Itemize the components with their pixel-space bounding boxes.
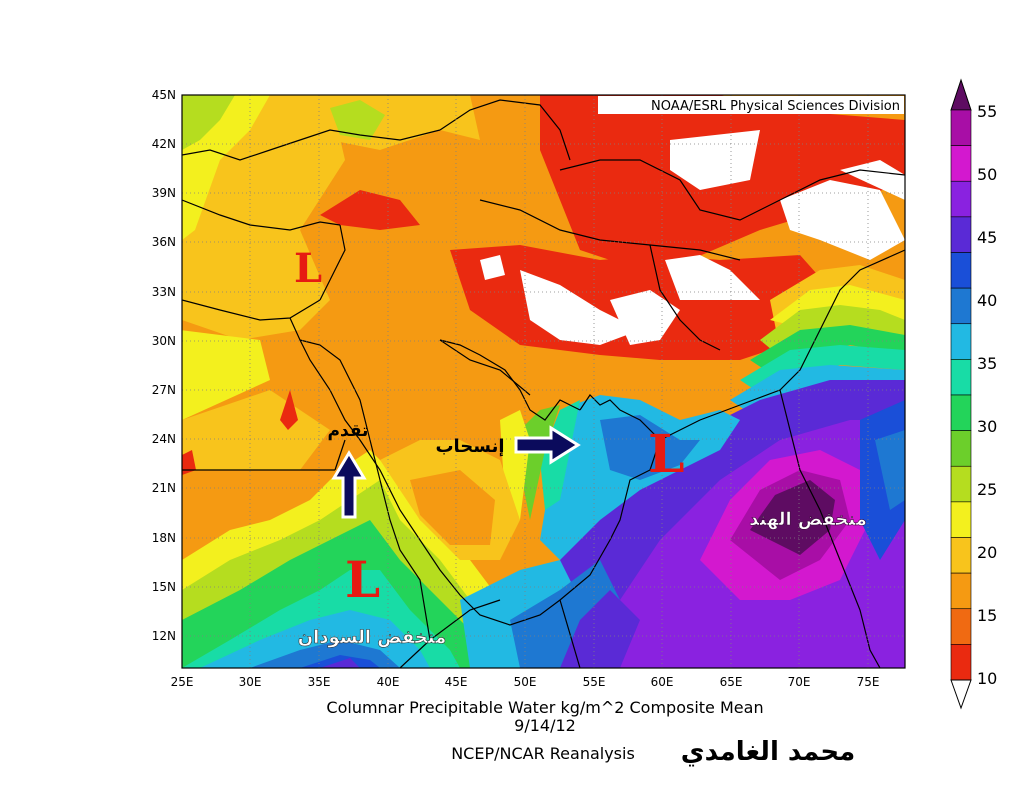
legend-swatch [950,216,972,253]
legend-swatch [950,465,972,503]
legend-swatch [950,109,972,146]
lat-tick-42n: 42N [152,137,176,151]
lat-tick-15n: 15N [152,580,176,594]
legend-swatch [950,608,972,645]
lat-tick-21n: 21N [152,481,176,495]
retreat-label: إنسحاب [435,436,504,457]
lon-tick-55e: 55E [583,675,606,689]
legend-swatch [950,394,972,431]
low-marker-oman: L [648,424,685,485]
legend-label: 25 [977,480,997,499]
lat-tick-33n: 33N [152,285,176,299]
lon-tick-60e: 60E [651,675,674,689]
legend-label: 50 [977,165,997,184]
lon-tick-45e: 45E [445,675,468,689]
legend-label: 10 [977,669,997,688]
legend-label: 15 [977,606,997,625]
retreat-arrow-icon [514,425,581,465]
longitude-axis: 25E 30E 35E 40E 45E 50E 55E 60E 65E 70E … [171,675,880,689]
lon-tick-50e: 50E [514,675,537,689]
color-field [182,95,905,668]
graticule [182,95,905,668]
lon-tick-70e: 70E [788,675,811,689]
low-marker-levant: L [294,245,322,292]
lat-tick-30n: 30N [152,334,176,348]
sudan-low-label: منخفض السودان [298,627,447,648]
map-title: Columnar Precipitable Water kg/m^2 Compo… [326,698,763,717]
lon-tick-65e: 65E [720,675,743,689]
legend-swatch [950,572,972,610]
lat-tick-39n: 39N [152,186,176,200]
advance-arrow-icon [331,450,367,519]
lon-tick-35e: 35E [308,675,331,689]
legend-swatch [950,537,972,574]
legend-label: 40 [977,291,997,310]
lon-tick-75e: 75E [857,675,880,689]
legend-swatch [950,180,972,218]
color-legend: 55 50 45 40 35 30 25 20 15 10 [950,78,997,710]
legend-swatch [950,430,972,467]
lon-tick-30e: 30E [239,675,262,689]
author-signature: محمد الغامدي [681,737,855,767]
lat-tick-45n: 45N [152,88,176,102]
lat-tick-12n: 12N [152,629,176,643]
legend-swatch [950,501,972,538]
lon-tick-40e: 40E [377,675,400,689]
legend-swatch [950,323,972,360]
plot-frame [181,94,906,669]
low-marker-sudan: L [345,550,380,609]
lat-tick-36n: 36N [152,235,176,249]
legend-label: 30 [977,417,997,436]
india-low-label: منخفض الهند [749,509,867,530]
credit-box [598,96,904,114]
legend-swatch [950,359,972,396]
lat-tick-27n: 27N [152,383,176,397]
credit-text: NOAA/ESRL Physical Sciences Division [651,99,900,114]
legend-swatch [950,145,972,182]
advance-label: تقدم [328,421,369,441]
legend-min-arrow [950,679,972,710]
lat-tick-18n: 18N [152,531,176,545]
legend-swatch [950,644,972,681]
legend-max-arrow [950,78,972,111]
coastlines [182,99,905,668]
legend-label: 20 [977,543,997,562]
legend-label: 35 [977,354,997,373]
latitude-axis: 45N 42N 39N 36N 33N 30N 27N 24N 21N 18N … [152,88,176,643]
lat-tick-24n: 24N [152,432,176,446]
legend-swatch [950,252,972,289]
legend-label: 55 [977,102,997,121]
data-source: NCEP/NCAR Reanalysis [451,744,635,763]
legend-swatch [950,287,972,325]
legend-label: 45 [977,228,997,247]
lon-tick-25e: 25E [171,675,194,689]
map-date: 9/14/12 [514,716,576,735]
